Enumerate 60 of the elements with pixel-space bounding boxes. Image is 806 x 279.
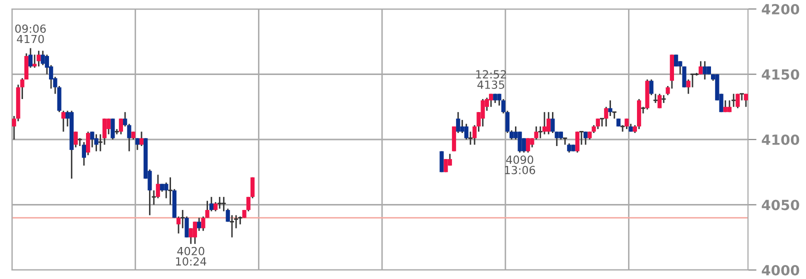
candlestick — [518, 130, 522, 154]
candlestick — [74, 130, 78, 148]
candlestick — [98, 134, 104, 152]
candlestick — [578, 130, 584, 146]
candlestick — [28, 47, 33, 68]
annotation: 4090 13:06 — [505, 156, 536, 174]
candlestick — [698, 60, 703, 75]
candlestick — [456, 111, 460, 134]
candlestick — [736, 93, 740, 109]
candlestick — [460, 119, 464, 134]
y-tick-label: 4200 — [762, 4, 800, 14]
candlestick — [480, 98, 485, 128]
candlestick — [106, 118, 111, 135]
candlestick — [624, 118, 629, 130]
candlestick — [575, 130, 580, 154]
candlestick — [702, 60, 707, 80]
candlestick — [534, 126, 538, 140]
candlestick — [608, 100, 612, 117]
candlestick — [526, 138, 530, 154]
candlestick — [229, 214, 235, 238]
candlestick — [237, 216, 243, 226]
y-tick-label: 4050 — [762, 200, 800, 210]
candlestick — [36, 50, 41, 68]
candlestick — [139, 130, 144, 147]
y-tick-label: 4000 — [762, 264, 800, 276]
candlestick — [488, 93, 494, 108]
candlestick — [686, 78, 690, 95]
candlestick — [444, 158, 448, 173]
candlestick — [584, 130, 588, 146]
candlestick — [192, 221, 198, 245]
candlestick — [739, 93, 745, 102]
y-tick-label: 4100 — [762, 134, 800, 145]
candlestick — [550, 111, 555, 134]
candlestick — [666, 85, 670, 96]
candlestick — [61, 110, 66, 132]
annotation: 09:06 4170 — [15, 24, 46, 44]
candlestick — [94, 134, 98, 152]
candlestick — [209, 196, 214, 212]
candlestick — [690, 74, 696, 88]
y-tick-label: 4150 — [762, 69, 800, 80]
candlestick — [596, 118, 600, 130]
candlestick — [32, 54, 37, 68]
candlestick — [730, 93, 736, 108]
candlestick — [542, 111, 547, 135]
candlestick — [652, 93, 658, 104]
annotation: 12:52 4135 — [476, 70, 506, 89]
candlestick — [168, 176, 174, 206]
candlestick — [674, 54, 678, 68]
candlestick — [649, 78, 654, 96]
candlestick — [440, 150, 444, 173]
annotation: 4020 10:24 — [176, 246, 206, 266]
candlestick — [744, 93, 748, 108]
candlestick — [464, 123, 468, 140]
candlestick — [197, 217, 202, 232]
candlestick — [546, 111, 551, 135]
candlestick — [213, 201, 218, 212]
candlestick — [110, 118, 115, 140]
candlestick — [135, 138, 140, 151]
candlestick — [658, 93, 662, 109]
candlestick — [567, 142, 572, 154]
